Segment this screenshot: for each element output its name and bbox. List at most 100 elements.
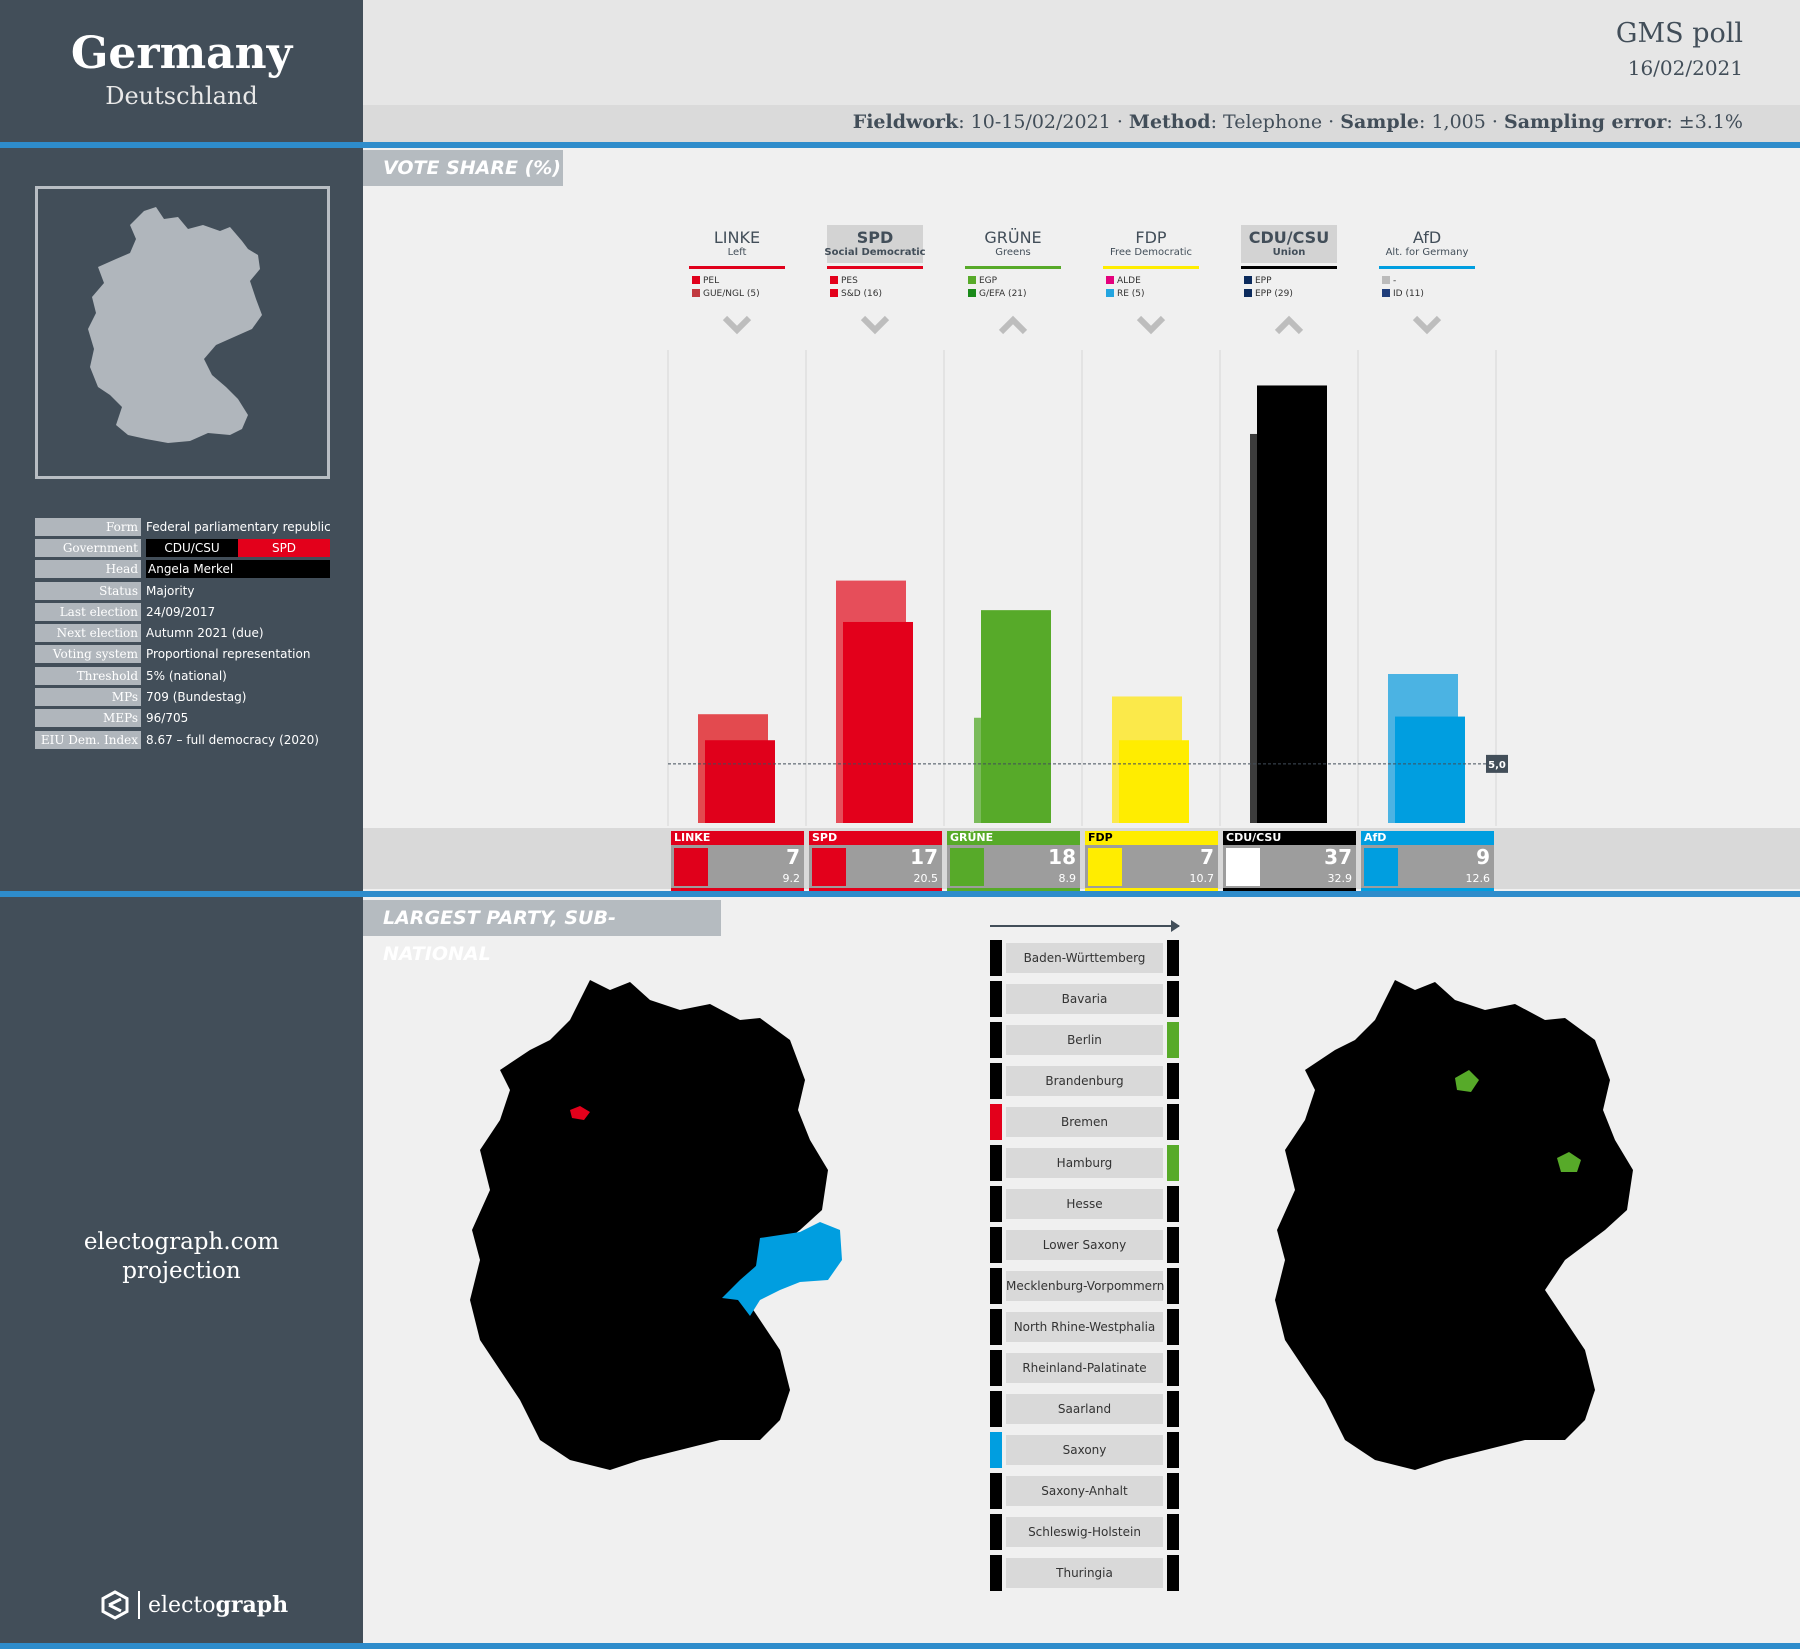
result-current: 7 — [786, 845, 800, 869]
chevron-down-icon — [860, 310, 890, 340]
party-result-card: FDP 7 10.7 — [1085, 831, 1218, 889]
party-description: Union — [1272, 247, 1306, 258]
electograph-logo: electograph — [100, 1590, 288, 1620]
result-previous: 12.6 — [1465, 872, 1491, 885]
bar-plot: 5,0 — [667, 350, 1508, 826]
region-name: Hamburg — [1006, 1148, 1163, 1178]
result-party-name: GRÜNE — [947, 831, 1080, 845]
result-party-name: FDP — [1085, 831, 1218, 845]
info-label: Next election — [35, 624, 141, 642]
result-party-name: CDU/CSU — [1223, 831, 1356, 845]
party-name: CDU/CSU — [1248, 228, 1330, 247]
eu-group-name: S&D (16) — [841, 289, 882, 299]
region-row: Baden-Württemberg — [990, 940, 1179, 976]
eu-group: - — [1382, 276, 1396, 286]
fieldwork-label: Fieldwork — [852, 111, 959, 133]
region-previous-swatch — [990, 1309, 1002, 1345]
region-row: Hesse — [990, 1186, 1179, 1222]
map-previous-saxony — [722, 1222, 842, 1316]
divider-top — [0, 142, 1800, 148]
party-header: CDU/CSU Union — [1220, 225, 1358, 269]
region-previous-swatch — [990, 1104, 1002, 1140]
chevron-down-icon — [1136, 310, 1166, 340]
info-label: MPs — [35, 688, 141, 706]
region-previous-swatch — [990, 940, 1002, 976]
party-logo-icon — [1088, 848, 1122, 886]
eu-group-name: PEL — [703, 276, 720, 286]
result-previous: 32.9 — [1327, 872, 1353, 885]
info-row: EIU Dem. Index 8.67 – full democracy (202… — [35, 731, 330, 749]
region-previous-swatch — [990, 1227, 1002, 1263]
party-logo-icon — [812, 848, 846, 886]
brand-bold: graph — [215, 1592, 289, 1618]
info-row: Status Majority — [35, 582, 330, 600]
threshold-label: 5,0 — [1488, 760, 1506, 771]
current-bar — [1257, 385, 1327, 823]
region-name: Mecklenburg-Vorpommern — [1006, 1271, 1164, 1301]
country-name: Germany — [70, 28, 293, 79]
region-name: Saxony-Anhalt — [1006, 1476, 1163, 1506]
map-previous — [470, 980, 842, 1470]
region-current-swatch — [1167, 1268, 1179, 1304]
result-current: 7 — [1200, 845, 1214, 869]
info-value: 709 (Bundestag) — [146, 690, 247, 704]
vote-share-chart: 5,0 LINKE Left PEL GUE/NGL (5) LINKE 7 9.2 SPD So… — [667, 225, 1508, 891]
party-color-line — [1379, 266, 1475, 269]
result-underline — [671, 888, 804, 891]
government-party-chip: CDU/CSU — [146, 539, 238, 557]
party-logo-icon — [674, 848, 708, 886]
info-label: Threshold — [35, 667, 141, 685]
method-value: Telephone — [1223, 111, 1323, 133]
pollster-title: GMS poll — [1616, 18, 1743, 49]
region-row: Saxony — [990, 1432, 1179, 1468]
eu-group-swatch — [968, 276, 976, 284]
info-value: 5% (national) — [146, 669, 227, 683]
eu-group-name: ID (11) — [1393, 289, 1424, 299]
info-label: MEPs — [35, 709, 141, 727]
pollster-name: GMS — [1615, 18, 1684, 49]
eu-group-name: GUE/NGL (5) — [703, 289, 760, 299]
region-current-swatch — [1167, 1104, 1179, 1140]
party-result-card: CDU/CSU 37 32.9 — [1223, 831, 1356, 889]
party-description: Social Democratic — [824, 247, 926, 258]
region-row: Berlin — [990, 1022, 1179, 1058]
region-previous-swatch — [990, 1186, 1002, 1222]
region-name: Bavaria — [1006, 984, 1163, 1014]
region-name: Baden-Württemberg — [1006, 943, 1163, 973]
info-value: Federal parliamentary republic — [146, 520, 331, 534]
eu-group-swatch — [692, 289, 700, 297]
party-color-line — [965, 266, 1061, 269]
eu-group: EPP — [1244, 276, 1272, 286]
info-value: Autumn 2021 (due) — [146, 626, 264, 640]
info-value: 8.67 – full democracy (2020) — [146, 733, 319, 747]
region-current-swatch — [1167, 1063, 1179, 1099]
eu-group: RE (5) — [1106, 289, 1145, 299]
arrow-line — [990, 925, 1179, 927]
result-party-name: LINKE — [671, 831, 804, 845]
vote-share-tab: VOTE SHARE (%) — [363, 150, 563, 186]
eu-group-name: PES — [841, 276, 858, 286]
region-current-swatch — [1167, 1514, 1179, 1550]
party-result-card: AfD 9 12.6 — [1361, 831, 1494, 889]
map-previous-bremen — [570, 1106, 590, 1120]
header — [363, 0, 1800, 105]
region-current-swatch — [1167, 1309, 1179, 1345]
region-name: Hesse — [1006, 1189, 1163, 1219]
info-value: Proportional representation — [146, 647, 311, 661]
eu-group-name: EPP (29) — [1255, 289, 1293, 299]
info-row: Head Angela Merkel — [35, 560, 330, 578]
region-current-swatch — [1167, 1432, 1179, 1468]
region-current-swatch — [1167, 1186, 1179, 1222]
info-label: Form — [35, 518, 141, 536]
region-previous-swatch — [990, 1432, 1002, 1468]
eu-group-name: ALDE — [1117, 276, 1141, 286]
eu-group-swatch — [1382, 276, 1390, 284]
government-party-chip: SPD — [238, 539, 330, 557]
eu-group-name: - — [1393, 276, 1397, 286]
fieldwork-bar — [363, 105, 1800, 143]
region-row: Bremen — [990, 1104, 1179, 1140]
eu-group-swatch — [692, 276, 700, 284]
party-name: GRÜNE — [984, 228, 1042, 247]
projection-word: projection — [122, 1258, 241, 1284]
region-previous-swatch — [990, 1145, 1002, 1181]
